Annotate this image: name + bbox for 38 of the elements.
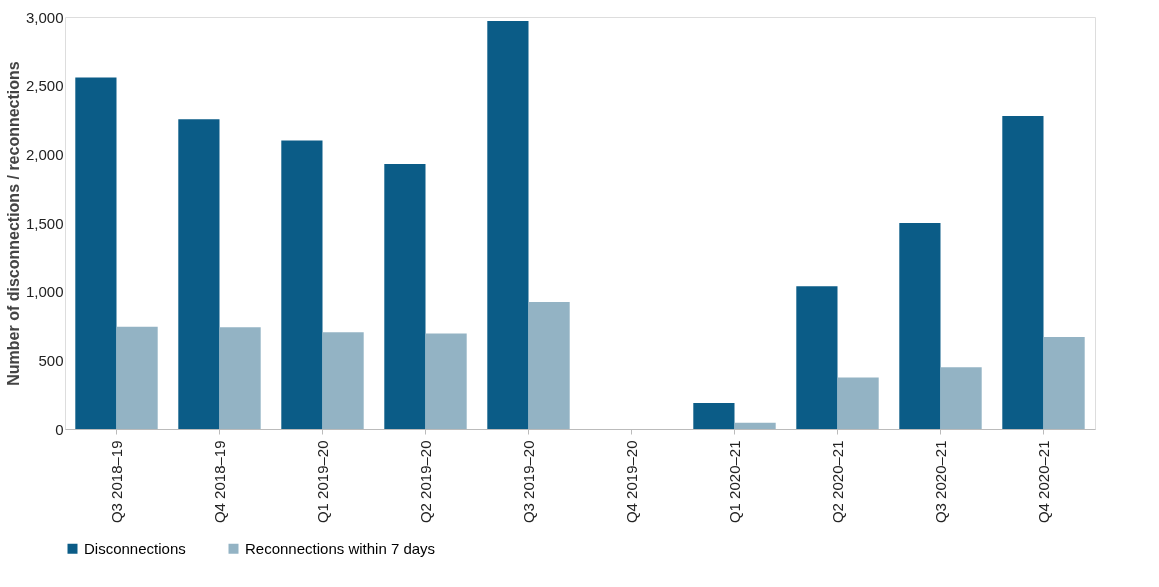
x-tick-label: Q3 2019–20 xyxy=(519,440,537,524)
bar xyxy=(796,286,838,429)
bar xyxy=(178,119,220,429)
x-tick-label: Q2 2020–21 xyxy=(828,440,846,524)
bar xyxy=(1043,336,1085,429)
bar xyxy=(281,140,323,429)
x-tick-label: Q1 2020–21 xyxy=(725,440,743,524)
bar xyxy=(425,333,467,429)
bar xyxy=(384,163,426,429)
bar xyxy=(837,377,879,429)
x-tick-label: Q3 2018–19 xyxy=(107,440,125,524)
y-tick-label: 1,500 xyxy=(25,214,64,232)
x-tick-label: Q2 2019–20 xyxy=(416,440,434,524)
y-tick-label: 1,000 xyxy=(25,283,64,301)
bar xyxy=(734,422,776,429)
bar xyxy=(940,367,982,429)
x-tick-label: Q4 2019–20 xyxy=(622,440,640,524)
x-tick-label: Q1 2019–20 xyxy=(313,440,331,524)
bar xyxy=(322,332,364,429)
x-tick-label: Q4 2020–21 xyxy=(1034,440,1052,524)
y-tick-label: 2,000 xyxy=(25,145,64,163)
x-tick-label: Q4 2018–19 xyxy=(210,440,228,524)
bar xyxy=(487,21,529,429)
bar xyxy=(1002,115,1044,429)
y-tick-label: 2,500 xyxy=(25,77,64,95)
bar xyxy=(693,402,735,429)
x-tick-label: Q3 2020–21 xyxy=(931,440,949,524)
y-tick-label: 500 xyxy=(38,351,64,369)
legend-label: Disconnections xyxy=(84,539,186,557)
bar xyxy=(75,77,117,429)
y-axis-title: Number of disconnections / reconnections xyxy=(4,61,22,386)
bar xyxy=(899,223,941,429)
bar xyxy=(116,326,158,429)
y-tick-label: 3,000 xyxy=(25,8,64,26)
bar xyxy=(528,301,570,429)
y-tick-label: 0 xyxy=(55,420,64,438)
legend-label: Reconnections within 7 days xyxy=(245,539,436,557)
bar xyxy=(219,327,261,429)
